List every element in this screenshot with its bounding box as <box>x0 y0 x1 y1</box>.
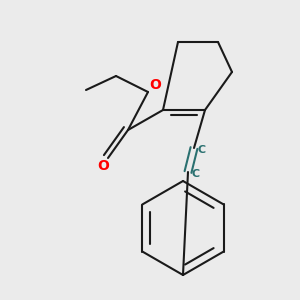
Text: C: C <box>192 169 200 179</box>
Text: O: O <box>97 159 109 173</box>
Text: O: O <box>149 78 161 92</box>
Text: C: C <box>198 145 206 155</box>
